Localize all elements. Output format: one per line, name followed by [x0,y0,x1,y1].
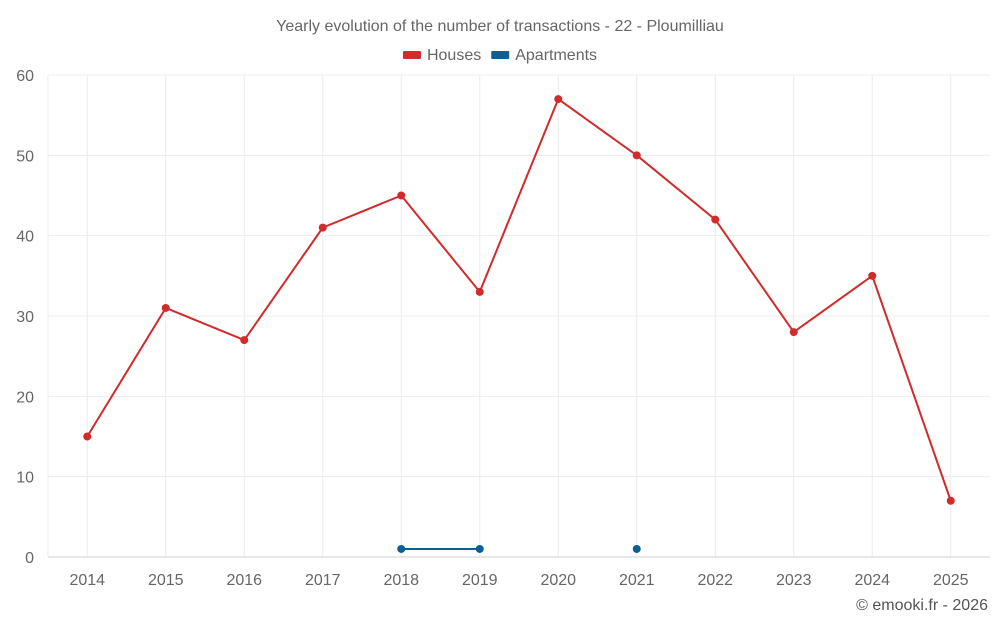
x-tick-label: 2024 [854,572,890,589]
data-point-houses[interactable] [397,191,406,200]
legend: Houses Apartments [402,47,597,64]
x-tick-label: 2022 [697,572,733,589]
legend-label: Apartments [515,47,597,64]
x-tick-label: 2019 [462,572,498,589]
x-tick-label: 2017 [305,572,341,589]
chart-title: Yearly evolution of the number of transa… [276,18,724,35]
data-point-houses[interactable] [868,271,877,280]
data-point-houses[interactable] [554,95,563,104]
x-tick-label: 2021 [619,572,655,589]
legend-swatch [402,51,421,59]
legend-item-houses[interactable]: Houses [402,47,481,64]
y-tick-label: 20 [16,389,34,406]
y-axis: 0 10 20 30 40 50 60 [16,68,49,567]
x-tick-label: 2020 [540,572,576,589]
data-point-apartments[interactable] [632,544,641,553]
x-tick-label: 2018 [383,572,419,589]
series-line-houses [86,98,952,502]
series-apartments [397,544,641,553]
x-tick-label: 2025 [933,572,969,589]
data-point-houses[interactable] [475,287,484,296]
data-point-houses[interactable] [946,496,955,505]
y-tick-label: 0 [25,550,34,567]
data-point-apartments[interactable] [397,544,406,553]
y-tick-label: 60 [16,68,34,85]
y-tick-label: 30 [16,309,34,326]
series-houses [83,95,955,505]
x-tick-label: 2016 [226,572,262,589]
data-point-houses[interactable] [789,328,798,337]
legend-swatch [491,51,510,59]
data-point-houses[interactable] [240,336,249,345]
legend-item-apartments[interactable]: Apartments [491,47,597,64]
x-tick-label: 2014 [69,572,105,589]
data-point-houses[interactable] [318,223,327,232]
data-point-apartments[interactable] [475,544,484,553]
x-tick-label: 2023 [776,572,812,589]
credit-text: © emooki.fr - 2026 [856,597,988,614]
data-point-houses[interactable] [161,303,170,312]
y-tick-label: 50 [16,148,34,165]
y-tick-label: 10 [16,470,34,487]
series-layer [83,95,955,553]
data-point-houses[interactable] [632,151,641,160]
x-axis: 2014 2015 2016 2017 2018 2019 2020 2021 2022 2023… [48,556,990,589]
legend-label: Houses [427,47,481,64]
data-point-houses[interactable] [83,432,92,441]
x-tick-label: 2015 [148,572,184,589]
y-tick-label: 40 [16,229,34,246]
grid [48,74,990,557]
data-point-houses[interactable] [711,215,720,224]
